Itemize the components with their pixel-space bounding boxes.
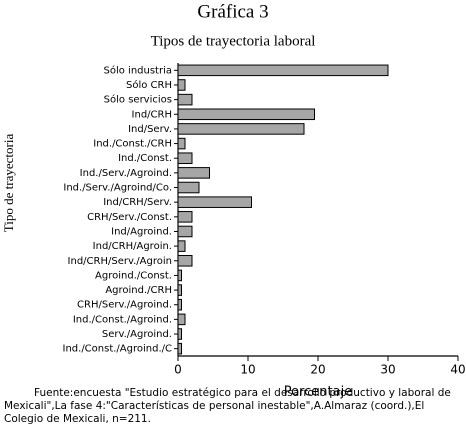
y-tick-label: Serv./Agroind. [102,329,172,340]
bar [177,64,389,77]
bar [177,152,193,164]
chart-subtitle: Tipos de trayectoria laboral [151,33,316,49]
bar [177,298,182,311]
y-tick-label: Ind./Const./CRH [93,139,172,150]
y-axis-label: Tipo de trayectoria [1,134,16,233]
y-tick-label: Ind/CRH/Serv. [103,197,172,208]
x-axis-label: Porcentaje [284,385,352,400]
bar [177,284,182,296]
y-tick-label: Agroind./CRH [105,285,172,296]
y-tick-label: Ind/Agroind. [111,226,172,237]
chart-title: Gráfica 3 [197,1,268,22]
x-tick-label: 10 [240,363,255,377]
bar [177,328,182,340]
bar [177,108,315,121]
y-tick-label: Ind./Const. [118,153,172,164]
y-tick-label: Sólo servicios [104,94,172,106]
y-tick-label: Ind/CRH [132,109,172,120]
bar [177,240,186,252]
y-tick-label: Agroind./Const. [95,270,172,281]
footnote-line: Fuente:encuesta "Estudio estratégico par… [34,387,451,399]
bar [177,255,193,267]
y-tick-label: Ind./Serv./Agroind. [80,168,172,179]
y-tick-label: Ind./Const./Agroind. [73,314,172,325]
y-tick-label: Sólo industria [104,64,173,76]
bar [177,313,186,326]
y-tick-label: CRH/Serv./Agroind. [77,300,172,311]
footnote-line: Mexicali",La fase 4:"Características de … [4,400,424,412]
y-tick-label: Sólo CRH [126,79,172,91]
bar [177,93,193,106]
bar [177,167,210,179]
y-tick-label: Ind/Serv. [128,124,172,135]
y-tick-label: Ind/CRH/Serv./Agroin [68,256,172,267]
y-tick-label: Ind/CRH/Agroin. [93,241,172,252]
y-tick-label: Ind./Serv./Agroind/Co. [63,183,172,194]
bar [177,123,305,135]
bar [177,196,252,208]
y-tick-label: Ind./Const./Agroind./C [63,344,173,355]
bar [177,342,182,355]
x-tick-label: 20 [310,363,325,377]
bar [177,181,200,194]
bar [177,137,186,150]
footnote-line: Colegio de Mexicali, n=211. [4,413,151,425]
x-tick-label: 30 [380,363,395,377]
bar [177,269,182,282]
bar [177,211,193,223]
bar [177,225,193,238]
x-tick-label: 0 [174,363,182,377]
x-tick-label: 40 [450,363,465,377]
bar [177,79,186,91]
y-tick-label: CRH/Serv./Const. [87,212,172,223]
